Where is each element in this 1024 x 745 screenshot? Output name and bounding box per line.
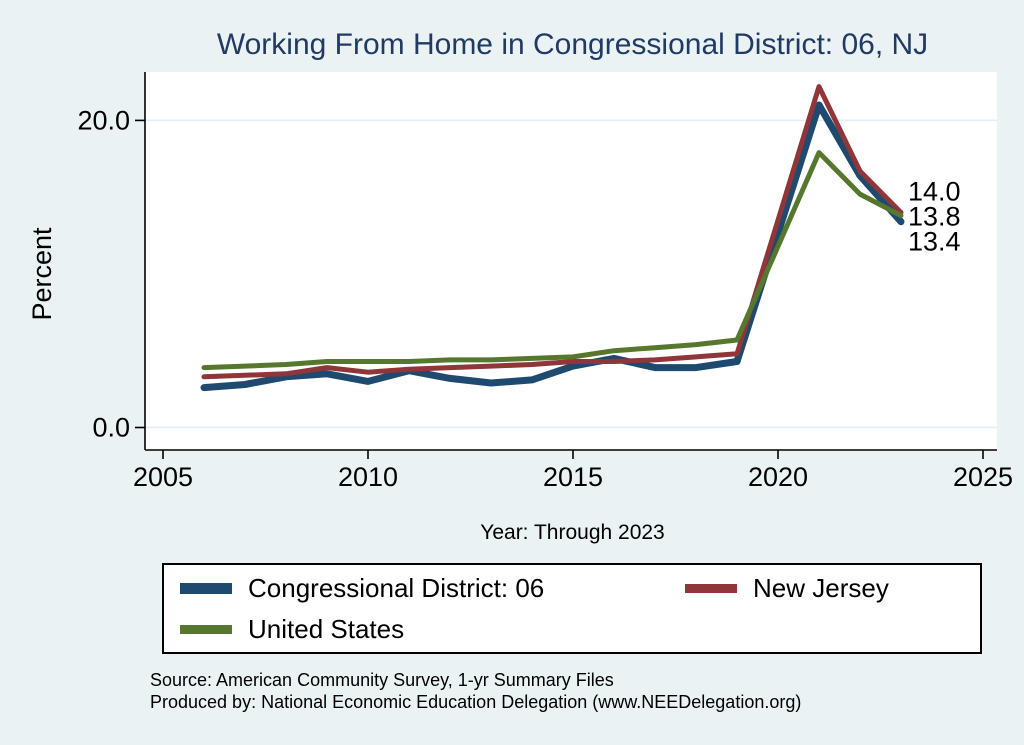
end-value-label: 13.4	[908, 227, 961, 257]
x-axis-title: Year: Through 2023	[480, 521, 665, 544]
legend-item-new-jersey: New Jersey	[685, 573, 980, 604]
source-note: Source: American Community Survey, 1-yr …	[150, 670, 614, 690]
legend-label-congressional-district-06: Congressional District: 06	[248, 572, 545, 603]
footer-notes: Source: American Community Survey, 1-yr …	[150, 669, 801, 713]
legend-item-united-states: United States	[180, 614, 685, 645]
y-tick-label: 0.0	[92, 413, 130, 443]
x-tick-label: 2010	[338, 462, 398, 492]
legend-swatch-congressional-district-06-icon	[180, 582, 232, 594]
legend-swatch-new-jersey-icon	[685, 583, 737, 593]
series-line-new-jersey	[201, 84, 904, 380]
produced-by-note: Produced by: National Economic Education…	[150, 692, 802, 712]
legend-swatch-united-states-icon	[180, 624, 232, 634]
x-tick-label: 2020	[748, 462, 808, 492]
legend-label-new-jersey: New Jersey	[753, 572, 889, 603]
series-line-united-states	[201, 150, 904, 371]
y-tick-label: 20.0	[77, 105, 130, 135]
plot-background	[145, 72, 997, 450]
x-tick-label: 2005	[133, 462, 193, 492]
chart-title: Working From Home in Congressional Distr…	[216, 28, 929, 61]
end-value-label: 13.8	[908, 202, 961, 232]
legend-item-congressional-district-06: Congressional District: 06	[180, 573, 685, 604]
x-tick-label: 2025	[953, 462, 1013, 492]
x-tick-label: 2015	[543, 462, 603, 492]
end-value-label: 14.0	[908, 177, 961, 207]
legend: Congressional District: 06 New Jersey Un…	[162, 563, 982, 654]
legend-label-united-states: United States	[248, 613, 405, 644]
